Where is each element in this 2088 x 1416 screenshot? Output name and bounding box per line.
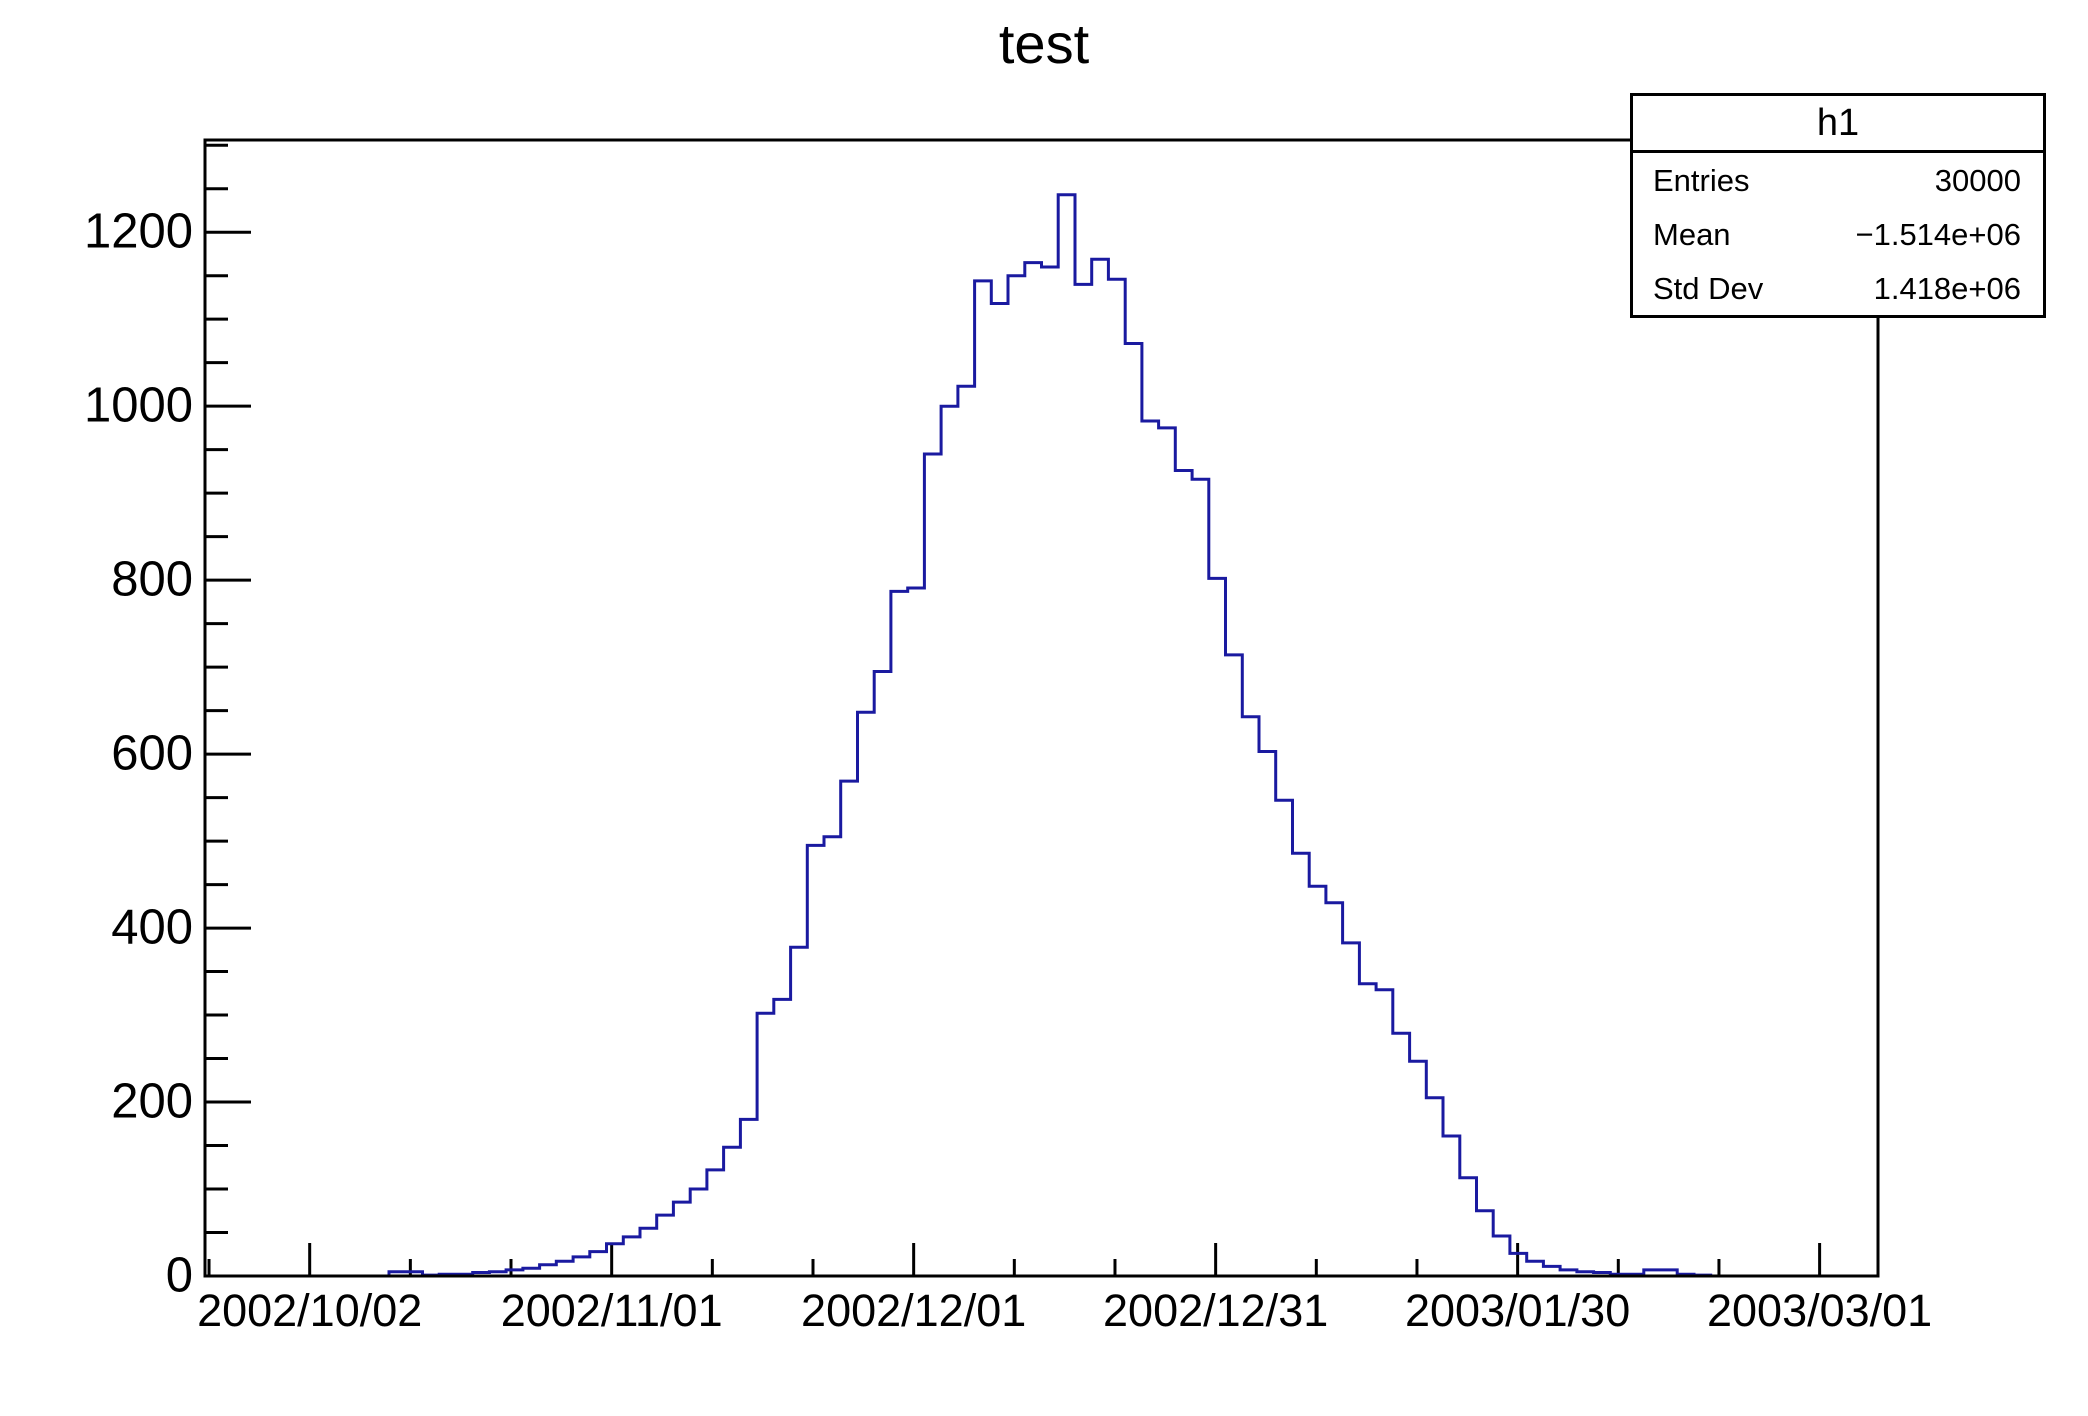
stats-value: 1.418e+06 — [1873, 270, 2021, 306]
y-tick-label: 800 — [111, 552, 193, 607]
stats-label: Std Dev — [1653, 270, 1764, 306]
stats-rows: Entries 30000 Mean −1.514e+06 Std Dev 1.… — [1633, 153, 2043, 315]
chart-title: test — [998, 12, 1090, 75]
histogram-line — [205, 193, 1878, 1278]
x-tick-label: 2002/12/01 — [801, 1285, 1027, 1336]
x-tick-label: 2003/03/01 — [1706, 1285, 1933, 1336]
y-tick-label: 1000 — [83, 378, 193, 433]
y-tick-label: 200 — [111, 1074, 193, 1129]
x-tick-label: 2002/12/31 — [1103, 1285, 1329, 1336]
y-tick-label: 1200 — [83, 204, 193, 259]
stats-label: Entries — [1653, 162, 1750, 198]
plot-frame — [203, 138, 1880, 1278]
stats-title: h1 — [1633, 96, 2043, 153]
stats-row: Mean −1.514e+06 — [1653, 219, 2021, 250]
y-tick-label: 400 — [111, 900, 193, 955]
stats-value: 30000 — [1934, 162, 2021, 198]
y-tick-label: 600 — [111, 726, 193, 781]
stats-row: Std Dev 1.418e+06 — [1653, 273, 2021, 304]
y-tick-label: 0 — [165, 1248, 193, 1303]
stats-row: Entries 30000 — [1653, 165, 2021, 196]
x-tick-label: 2002/10/02 — [197, 1285, 423, 1336]
stats-value: −1.514e+06 — [1855, 216, 2021, 252]
axis-ticks — [205, 143, 1822, 1278]
stats-label: Mean — [1653, 216, 1731, 252]
x-tick-label: 2003/01/30 — [1405, 1285, 1631, 1336]
stats-box: h1 Entries 30000 Mean −1.514e+06 Std Dev… — [1630, 93, 2046, 318]
x-tick-label: 2002/11/01 — [500, 1285, 723, 1336]
